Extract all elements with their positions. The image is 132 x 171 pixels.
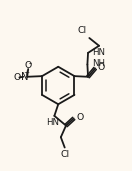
- Text: HN: HN: [92, 48, 105, 57]
- Text: +: +: [23, 70, 30, 76]
- Text: O: O: [13, 73, 21, 82]
- Text: N: N: [21, 72, 29, 82]
- Text: O: O: [25, 61, 32, 70]
- Text: O: O: [77, 113, 84, 122]
- Text: HN: HN: [47, 118, 60, 127]
- Text: -: -: [29, 60, 32, 69]
- Text: Cl: Cl: [78, 26, 87, 35]
- Text: Cl: Cl: [61, 150, 70, 159]
- Text: O: O: [98, 63, 105, 72]
- Text: NH: NH: [92, 59, 105, 68]
